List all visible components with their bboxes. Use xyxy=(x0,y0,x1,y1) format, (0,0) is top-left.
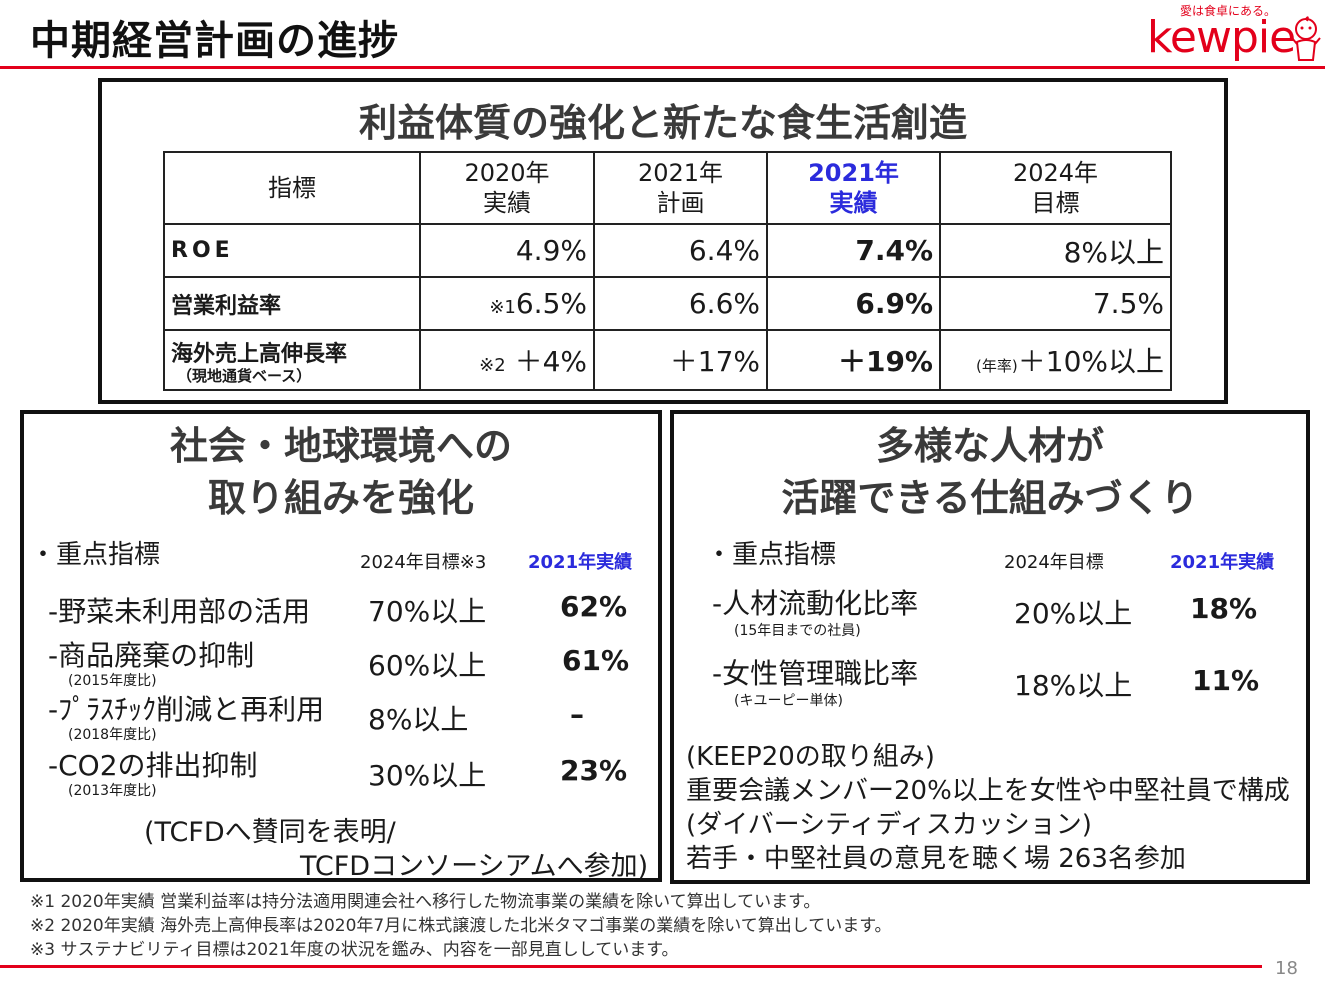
header-indicator: 指標 xyxy=(163,151,421,225)
item-target: 30%以上 xyxy=(368,759,487,792)
item-actual: 11% xyxy=(1192,664,1260,697)
row-label: 海外売上高伸長率 （現地通貨ベース） xyxy=(163,329,421,391)
col-2024-target: 2024年目標※3 xyxy=(360,552,487,573)
header-2020-actual: 2020年 実績 xyxy=(419,151,595,225)
item-actual: 62% xyxy=(560,590,628,623)
logo-tagline: 愛は食卓にある。 xyxy=(1180,4,1277,18)
value-2024-target: 7.5% xyxy=(939,276,1172,331)
header-2021-plan: 2021年 計画 xyxy=(593,151,768,225)
item-target: 18%以上 xyxy=(1014,669,1133,702)
footer-divider xyxy=(0,965,1262,968)
item-target: 70%以上 xyxy=(368,595,487,628)
environment-heading: 社会・地球環境への 取り組みを強化 xyxy=(169,424,512,520)
keep20-line: (ダイバーシティディスカッション) xyxy=(686,810,1092,840)
value-2021-actual: 6.9% xyxy=(766,276,941,331)
item-note: (2015年度比) xyxy=(68,673,157,689)
col-2024-target: 2024年目標 xyxy=(1004,552,1104,573)
kpi-row-roe: ROE 4.9% 6.4% 7.4% 8%以上 xyxy=(163,223,1172,278)
item-note: (15年目までの社員) xyxy=(734,623,861,639)
value-2021-actual: ＋19% xyxy=(766,329,941,391)
footnote-1: ※1 2020年実績 営業利益率は持分法適用関連会社へ移行した物流事業の業績を除… xyxy=(30,892,821,912)
item-note: (2013年度比) xyxy=(68,783,157,799)
footnotes: ※1 2020年実績 営業利益率は持分法適用関連会社へ移行した物流事業の業績を除… xyxy=(30,890,892,962)
col-2021-actual: 2021年実績 xyxy=(1170,552,1275,573)
key-indicators-label: ・重点指標 xyxy=(706,540,837,570)
item-label: -CO2の排出抑制 xyxy=(48,749,258,782)
value-2020-actual: 4.9% xyxy=(419,223,595,278)
tcfd-note-line1: (TCFDへ賛同を表明/ xyxy=(144,817,396,848)
profit-panel-heading: 利益体質の強化と新たな食生活創造 xyxy=(358,101,967,145)
item-target: 8%以上 xyxy=(368,703,469,736)
page-title: 中期経営計画の進捗 xyxy=(30,18,399,64)
tcfd-note-line2: TCFDコンソーシアムへ参加) xyxy=(300,851,649,882)
row-label: 営業利益率 xyxy=(163,276,421,331)
value-2021-plan: 6.4% xyxy=(593,223,768,278)
item-label: -商品廃棄の抑制 xyxy=(48,639,255,672)
profit-structure-panel: 利益体質の強化と新たな食生活創造 指標 2020年 実績 2021年 計画 2021… xyxy=(98,78,1228,404)
footnote-3: ※3 サステナビリティ目標は2021年度の状況を鑑み、内容を一部見直ししています… xyxy=(30,940,679,960)
col-2021-actual: 2021年実績 xyxy=(528,552,633,573)
keep20-line: 重要会議メンバー20%以上を女性や中堅社員で構成 xyxy=(686,776,1290,806)
value-2024-target: 8%以上 xyxy=(939,223,1172,278)
kpi-row-overseas-growth: 海外売上高伸長率 （現地通貨ベース） ※2 ＋4% ＋17% ＋19% (年率)＋… xyxy=(163,329,1172,391)
header-2021-actual: 2021年 実績 xyxy=(766,151,941,225)
item-target: 20%以上 xyxy=(1014,597,1133,630)
diversity-heading: 多様な人材が 活躍できる仕組みづくり xyxy=(781,424,1199,520)
item-actual: 61% xyxy=(562,644,630,677)
page-number: 18 xyxy=(1275,958,1298,979)
diversity-panel: 多様な人材が 活躍できる仕組みづくり ・重点指標 2024年目標 2021年実績 … xyxy=(670,410,1310,884)
kewpie-logo: kewpie xyxy=(1147,12,1296,63)
footnote-2: ※2 2020年実績 海外売上高伸長率は2020年7月に株式譲渡した北米タマゴ事… xyxy=(30,916,892,936)
kpi-header-row: 指標 2020年 実績 2021年 計画 2021年 実績 2024年 目標 xyxy=(163,151,1172,225)
header-divider xyxy=(0,66,1325,69)
kpi-row-operating-margin: 営業利益率 ※16.5% 6.6% 6.9% 7.5% xyxy=(163,276,1172,331)
item-label: -人材流動化比率 xyxy=(712,587,919,620)
header-2024-target: 2024年 目標 xyxy=(939,151,1172,225)
row-sublabel: （現地通貨ベース） xyxy=(177,367,312,385)
value-2020-actual: ※16.5% xyxy=(419,276,595,331)
row-label: ROE xyxy=(163,223,421,278)
kpi-table: 指標 2020年 実績 2021年 計画 2021年 実績 2024年 目標 ROE 4… xyxy=(163,151,1172,391)
item-label: -ﾌﾟﾗｽﾁｯｸ削減と再利用 xyxy=(48,693,325,726)
item-label: -女性管理職比率 xyxy=(712,657,919,690)
keep20-line: (KEEP20の取り組み) xyxy=(686,742,935,772)
item-target: 60%以上 xyxy=(368,649,487,682)
environment-panel: 社会・地球環境への 取り組みを強化 ・重点指標 2024年目標※3 2021年実績… xyxy=(20,410,662,882)
value-2021-plan: 6.6% xyxy=(593,276,768,331)
item-actual: 23% xyxy=(560,754,628,787)
key-indicators-label: ・重点指標 xyxy=(30,540,161,570)
value-2021-actual: 7.4% xyxy=(766,223,941,278)
item-actual: – xyxy=(570,698,584,731)
value-2021-plan: ＋17% xyxy=(593,329,768,391)
value-2024-target: (年率)＋10%以上 xyxy=(939,329,1172,391)
item-label: -野菜未利用部の活用 xyxy=(48,595,311,628)
item-note: (2018年度比) xyxy=(68,727,157,743)
item-actual: 18% xyxy=(1190,592,1258,625)
item-note: (キユーピー単体) xyxy=(734,693,843,709)
kewpie-doll-icon xyxy=(1291,16,1321,61)
keep20-line: 若手・中堅社員の意見を聴く場 263名参加 xyxy=(686,844,1186,874)
value-2020-actual: ※2 ＋4% xyxy=(419,329,595,391)
